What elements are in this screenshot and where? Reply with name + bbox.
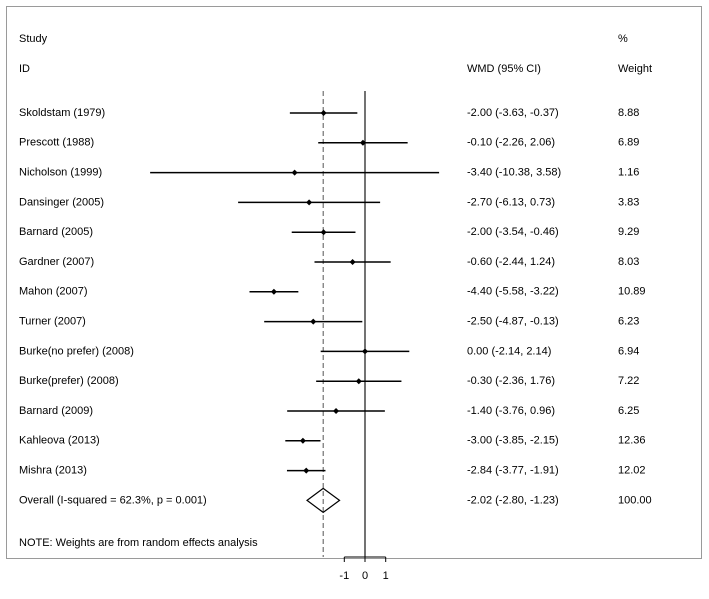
study-label: Burke(prefer) (2008) [19,375,119,387]
x-tick-label: 0 [362,570,368,582]
study-label: Turner (2007) [19,316,86,328]
study-point [299,437,306,444]
study-label: Mishra (2013) [19,465,87,477]
study-weight: 10.89 [618,286,646,298]
x-tick-label: -1 [339,570,349,582]
study-ci: -1.40 (-3.76, 0.96) [467,405,555,417]
study-label: Prescott (1988) [19,137,94,149]
study-weight: 9.29 [618,226,639,238]
study-ci: -2.00 (-3.63, -0.37) [467,107,559,119]
study-point [270,288,277,295]
overall-label: Overall (I-squared = 62.3%, p = 0.001) [19,494,207,506]
study-ci: -3.00 (-3.85, -2.15) [467,435,559,447]
study-point [306,199,313,206]
study-weight: 6.89 [618,137,639,149]
study-ci: -2.50 (-4.87, -0.13) [467,316,559,328]
study-ci: -2.84 (-3.77, -1.91) [467,465,559,477]
study-point [291,169,298,176]
id-header: ID [19,63,30,75]
study-label: Barnard (2009) [19,405,93,417]
x-tick-label: 1 [383,570,389,582]
overall-ci: -2.02 (-2.80, -1.23) [467,494,559,506]
study-weight: 3.83 [618,196,639,208]
study-weight: 6.23 [618,316,639,328]
study-ci: 0.00 (-2.14, 2.14) [467,345,551,357]
percent-header: % [618,33,628,45]
overall-weight: 100.00 [618,494,652,506]
study-weight: 8.88 [618,107,639,119]
effect-header: WMD (95% CI) [467,63,541,75]
study-ci: -0.10 (-2.26, 2.06) [467,137,555,149]
study-weight: 7.22 [618,375,639,387]
study-weight: 12.02 [618,465,646,477]
study-point [333,408,340,414]
study-weight: 6.25 [618,405,639,417]
study-weight: 1.16 [618,167,639,179]
study-point [320,229,327,236]
study-point [355,378,362,385]
study-weight: 6.94 [618,345,639,357]
study-label: Gardner (2007) [19,256,94,268]
footnote: NOTE: Weights are from random effects an… [19,537,258,549]
study-ci: -0.60 (-2.44, 1.24) [467,256,555,268]
study-label: Burke(no prefer) (2008) [19,345,134,357]
study-ci: -3.40 (-10.38, 3.58) [467,167,561,179]
study-weight: 8.03 [618,256,639,268]
plot-frame [6,6,702,559]
study-ci: -2.70 (-6.13, 0.73) [467,196,555,208]
study-label: Skoldstam (1979) [19,107,105,119]
study-point [349,259,356,265]
overall-diamond [306,487,341,514]
study-weight: 12.36 [618,435,646,447]
weight-header: Weight [618,63,653,75]
study-ci: -0.30 (-2.36, 1.76) [467,375,555,387]
study-point [303,467,310,474]
study-point [310,318,317,325]
study-label: Nicholson (1999) [19,167,102,179]
study-ci: -2.00 (-3.54, -0.46) [467,226,559,238]
study-point [362,348,368,355]
study-ci: -4.40 (-5.58, -3.22) [467,286,559,298]
study-point [320,110,327,116]
study-label: Dansinger (2005) [19,196,104,208]
study-label: Kahleova (2013) [19,435,100,447]
study-label: Barnard (2005) [19,226,93,238]
study-label: Mahon (2007) [19,286,88,298]
study-header: Study [19,33,48,45]
study-point [359,139,366,146]
